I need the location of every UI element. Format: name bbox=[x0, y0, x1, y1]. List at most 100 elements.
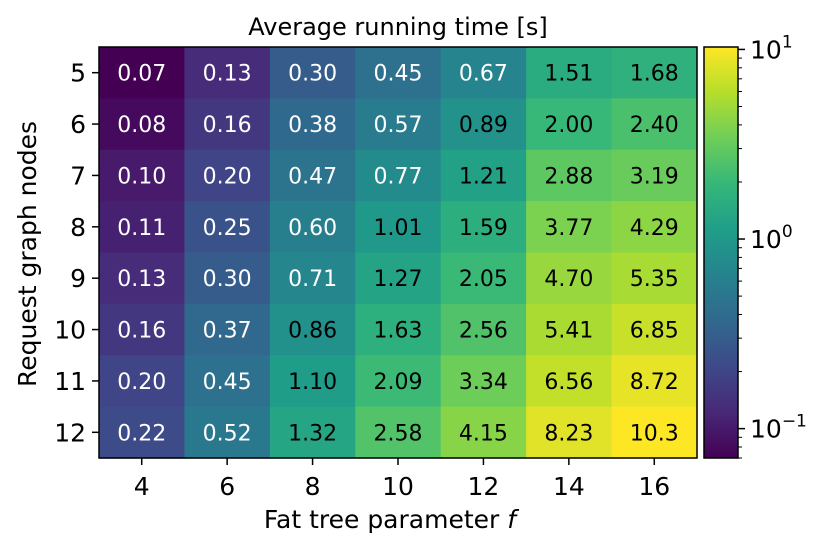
heatmap-cell bbox=[269, 406, 356, 459]
heatmap-cell bbox=[526, 303, 613, 356]
cell-value-label: 3.19 bbox=[630, 164, 679, 189]
colorbar-ticks: 101 100 10−1 bbox=[738, 32, 807, 459]
cell-value-label: 0.25 bbox=[203, 216, 252, 241]
cell-value-label: 4.15 bbox=[459, 421, 508, 446]
colorbar-tick-label: 10−1 bbox=[750, 412, 807, 444]
heatmap-cell bbox=[269, 47, 356, 99]
heatmap-cell bbox=[611, 98, 698, 151]
x-tick-label: 16 bbox=[638, 472, 670, 501]
cell-value-label: 0.10 bbox=[117, 164, 166, 189]
heatmap-cell bbox=[440, 98, 527, 151]
heatmap-cell bbox=[269, 303, 356, 356]
heatmap-cell bbox=[611, 406, 698, 459]
heatmap-cell bbox=[440, 355, 527, 408]
cell-value-label: 2.56 bbox=[459, 319, 508, 344]
heatmap-cell bbox=[269, 149, 356, 202]
cell-value-label: 0.07 bbox=[117, 62, 166, 87]
heatmap-cell bbox=[526, 149, 613, 202]
y-tick-label: 5 bbox=[70, 59, 86, 88]
cell-value-label: 0.13 bbox=[117, 267, 166, 292]
cell-value-label: 2.09 bbox=[374, 370, 423, 395]
cell-value-label: 2.00 bbox=[544, 113, 593, 138]
heatmap-cell bbox=[99, 406, 186, 459]
heatmap-cell bbox=[269, 252, 356, 305]
cell-value-label: 0.67 bbox=[459, 62, 508, 87]
x-axis-label: Fat tree parameter f bbox=[264, 505, 519, 534]
x-tick-label: 12 bbox=[468, 472, 500, 501]
cell-value-label: 0.38 bbox=[288, 113, 337, 138]
y-tick-label: 8 bbox=[70, 213, 86, 242]
cell-value-label: 0.13 bbox=[203, 62, 252, 87]
heatmap-cell bbox=[184, 201, 271, 254]
heatmap-cell bbox=[611, 149, 698, 202]
heatmap-cell bbox=[99, 303, 186, 356]
cell-value-label: 0.11 bbox=[117, 216, 166, 241]
heatmap-cell bbox=[184, 252, 271, 305]
chart-title: Average running time [s] bbox=[248, 13, 548, 41]
heatmap-cell bbox=[440, 47, 527, 99]
heatmap-cell bbox=[269, 201, 356, 254]
cell-value-label: 8.23 bbox=[544, 421, 593, 446]
colorbar-tick-label: 101 bbox=[750, 32, 793, 64]
heatmap-cell bbox=[355, 98, 442, 151]
y-tick-label: 6 bbox=[70, 110, 86, 139]
heatmap-cell bbox=[99, 98, 186, 151]
y-tick-label: 12 bbox=[54, 418, 86, 447]
cell-value-label: 6.56 bbox=[544, 370, 593, 395]
cell-value-label: 1.68 bbox=[630, 62, 679, 87]
cell-value-label: 2.58 bbox=[374, 421, 423, 446]
colorbar bbox=[703, 46, 739, 459]
heatmap-cell bbox=[611, 252, 698, 305]
cell-value-label: 0.52 bbox=[203, 421, 252, 446]
cell-value-label: 1.27 bbox=[374, 267, 423, 292]
cell-value-label: 0.57 bbox=[374, 113, 423, 138]
cell-value-label: 1.10 bbox=[288, 370, 337, 395]
heatmap-cell bbox=[355, 406, 442, 459]
cell-value-label: 4.29 bbox=[630, 216, 679, 241]
x-tick-label: 4 bbox=[134, 472, 150, 501]
x-tick-label: 6 bbox=[219, 472, 235, 501]
cell-value-label: 1.21 bbox=[459, 164, 508, 189]
heatmap-cell bbox=[611, 355, 698, 408]
heatmap-cell bbox=[440, 201, 527, 254]
cell-value-label: 0.45 bbox=[203, 370, 252, 395]
cell-value-label: 0.16 bbox=[203, 113, 252, 138]
cell-value-label: 4.70 bbox=[544, 267, 593, 292]
heatmap-cell bbox=[269, 355, 356, 408]
heatmap-cell bbox=[526, 252, 613, 305]
heatmap-cell bbox=[99, 355, 186, 408]
x-axis-label-symbol: f bbox=[507, 505, 519, 534]
heatmap-cell bbox=[611, 303, 698, 356]
heatmap-cell bbox=[184, 98, 271, 151]
heatmap-cell bbox=[99, 201, 186, 254]
heatmap-cell bbox=[611, 47, 698, 99]
y-axis-label: Request graph nodes bbox=[13, 121, 42, 387]
cell-value-label: 0.22 bbox=[117, 421, 166, 446]
cell-value-label: 0.47 bbox=[288, 164, 337, 189]
cell-value-label: 0.71 bbox=[288, 267, 337, 292]
cell-value-label: 3.77 bbox=[544, 216, 593, 241]
cell-value-label: 0.77 bbox=[374, 164, 423, 189]
heatmap-cell bbox=[184, 303, 271, 356]
y-axis-ticks: 5 6 7 8 9 10 11 12 bbox=[54, 59, 99, 447]
cell-value-label: 1.63 bbox=[374, 319, 423, 344]
cell-value-label: 0.08 bbox=[117, 113, 166, 138]
cell-value-label: 1.51 bbox=[544, 62, 593, 87]
heatmap-cell bbox=[355, 252, 442, 305]
heatmap-cell bbox=[440, 406, 527, 459]
heatmap-cell bbox=[99, 252, 186, 305]
cell-value-label: 0.89 bbox=[459, 113, 508, 138]
cell-value-label: 0.20 bbox=[117, 370, 166, 395]
cell-value-label: 2.05 bbox=[459, 267, 508, 292]
heatmap-cell bbox=[184, 406, 271, 459]
x-tick-label: 14 bbox=[553, 472, 585, 501]
heatmap-cell bbox=[526, 355, 613, 408]
heatmap-cell bbox=[184, 47, 271, 99]
x-tick-label: 10 bbox=[382, 472, 414, 501]
heatmap-cell bbox=[355, 355, 442, 408]
heatmap-cell bbox=[99, 149, 186, 202]
heatmap-cell bbox=[99, 47, 186, 99]
cell-value-label: 0.30 bbox=[203, 267, 252, 292]
cell-value-label: 0.37 bbox=[203, 319, 252, 344]
